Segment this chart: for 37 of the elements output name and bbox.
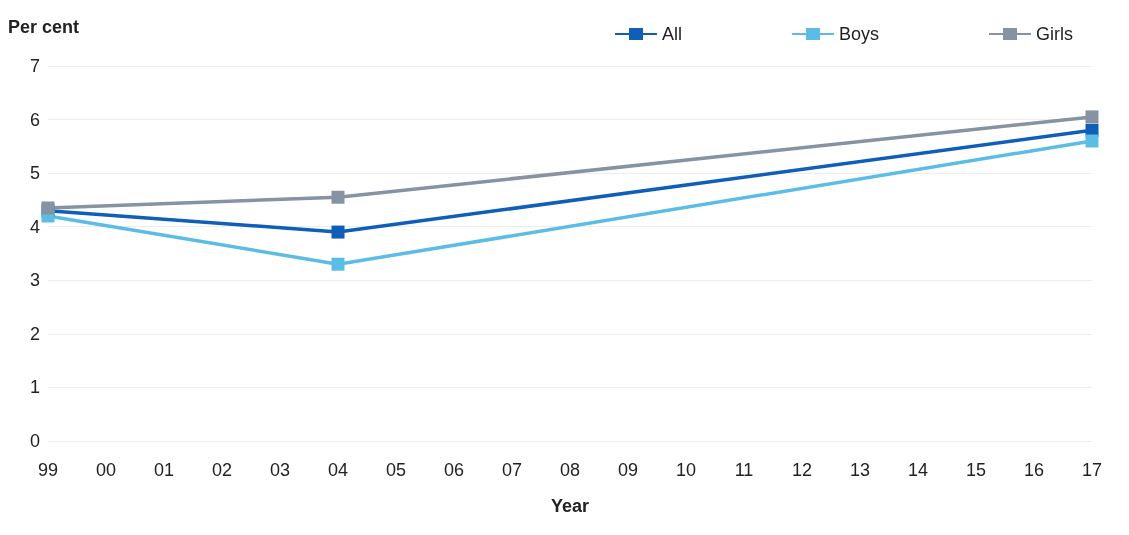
y-tick-label: 3	[29, 270, 40, 291]
x-tick-label: 04	[327, 460, 349, 480]
x-tick-label: 06	[443, 460, 465, 480]
point	[1085, 134, 1099, 148]
x-tick-label: 12	[791, 460, 813, 480]
x-tick-label: 99	[37, 460, 59, 480]
x-tick-label: 07	[501, 460, 523, 480]
x-tick-label: 02	[211, 460, 233, 480]
x-tick-label: 09	[617, 460, 639, 480]
legend-label: Girls	[1036, 24, 1074, 44]
x-tick-label: 17	[1081, 460, 1103, 480]
x-tick-label: 03	[269, 460, 291, 480]
legend-label: All	[661, 24, 682, 44]
x-tick-label: 01	[153, 460, 175, 480]
x-tick-label: 16	[1023, 460, 1045, 480]
x-tick-label: 15	[965, 460, 987, 480]
y-tick-label: 0	[29, 431, 40, 451]
x-tick-label: 10	[675, 460, 697, 480]
y-tick-label: 5	[29, 163, 40, 184]
y-tick-label: 6	[29, 109, 40, 130]
x-tick-label: 14	[907, 460, 929, 480]
y-tick-label: 7	[29, 56, 40, 76]
point	[331, 190, 345, 204]
point	[1085, 110, 1099, 124]
point	[331, 225, 345, 239]
x-tick-label: 11	[734, 460, 754, 480]
point	[331, 257, 345, 271]
x-tick-label: 13	[849, 460, 871, 480]
x-tick-label: 00	[95, 460, 117, 480]
y-axis-title: Per cent	[8, 17, 80, 37]
x-tick-label: 08	[559, 460, 581, 480]
x-axis-title: Year	[550, 496, 590, 516]
y-tick-label: 1	[29, 377, 40, 398]
legend-label: Boys	[838, 24, 880, 44]
y-tick-label: 2	[29, 323, 40, 344]
x-tick-label: 05	[385, 460, 407, 480]
y-tick-label: 4	[29, 216, 40, 237]
